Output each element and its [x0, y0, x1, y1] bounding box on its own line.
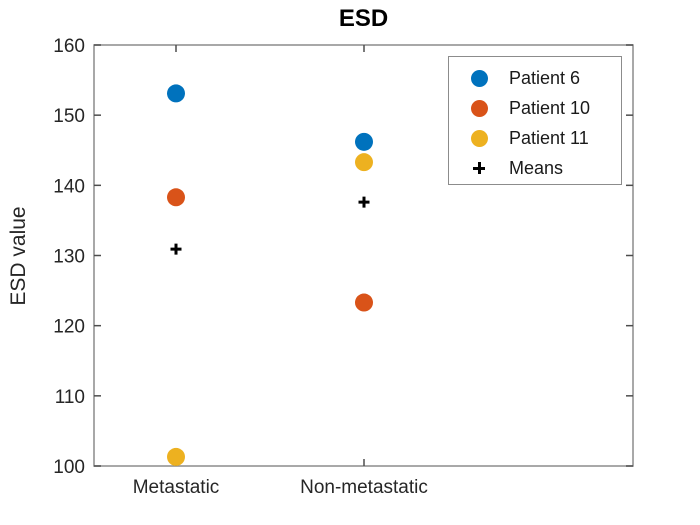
legend: Patient 6 Patient 10 Patient 11 Means: [448, 56, 622, 185]
data-point-plus: [170, 243, 182, 255]
data-point-plus: [358, 196, 370, 208]
data-point-circle: [355, 293, 373, 312]
y-tick-label: 120: [53, 317, 85, 338]
legend-marker-circle-blue: [449, 69, 509, 87]
legend-label: Patient 6: [509, 67, 581, 88]
data-point-circle: [355, 153, 373, 172]
data-point-circle: [167, 84, 185, 103]
data-point-circle: [167, 188, 185, 207]
legend-marker-circle-orange: [449, 99, 509, 117]
data-point-circle: [355, 132, 373, 151]
y-tick-label: 100: [53, 457, 85, 478]
chart-title: ESD: [338, 5, 389, 32]
legend-item-patient-10: Patient 10: [449, 93, 621, 123]
legend-item-means: Means: [449, 153, 621, 183]
legend-label: Means: [509, 157, 564, 178]
x-tick-label-metastatic: Metastatic: [132, 477, 220, 498]
y-tick-label: 150: [53, 106, 85, 127]
legend-item-patient-6: Patient 6: [449, 63, 621, 93]
y-tick-label: 110: [55, 387, 85, 408]
legend-marker-circle-yellow: [449, 129, 509, 147]
legend-label: Patient 11: [509, 127, 589, 148]
legend-label: Patient 10: [509, 97, 591, 118]
x-tick-label-non-metastatic: Non-metastatic: [300, 477, 428, 498]
legend-marker-plus: [449, 162, 509, 174]
y-tick-label: 160: [53, 36, 85, 57]
data-point-circle: [167, 447, 185, 466]
y-tick-label: 140: [53, 176, 85, 197]
y-tick-label: 130: [53, 247, 85, 268]
legend-item-patient-11: Patient 11: [449, 123, 621, 153]
